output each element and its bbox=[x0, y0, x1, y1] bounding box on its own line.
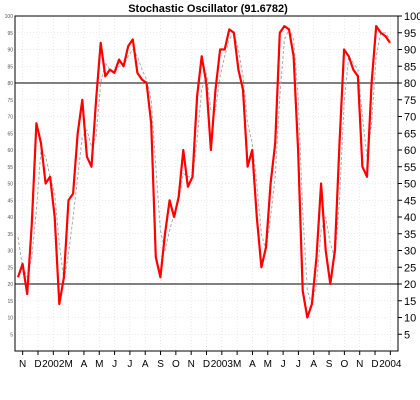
y-tick-label-left: 35 bbox=[7, 232, 13, 238]
y-tick-label: 55 bbox=[404, 162, 416, 174]
y-tick-label-left: 25 bbox=[7, 265, 13, 271]
y-tick-label: 25 bbox=[404, 262, 416, 274]
y-tick-label-left: 90 bbox=[7, 48, 13, 54]
y-tick-label-left: 50 bbox=[7, 182, 13, 188]
y-tick-label: 5 bbox=[404, 329, 410, 341]
y-tick-label: 30 bbox=[404, 246, 416, 258]
y-tick-label: 35 bbox=[404, 229, 416, 241]
y-tick-label: 100 bbox=[404, 11, 420, 23]
y-tick-label-left: 40 bbox=[7, 215, 13, 221]
x-tick-label: S bbox=[157, 359, 164, 370]
x-tick-label: A bbox=[310, 359, 317, 370]
y-tick-label: 75 bbox=[404, 95, 416, 107]
x-tick-label: A bbox=[249, 359, 256, 370]
y-tick-label: 50 bbox=[404, 179, 416, 191]
x-tick-label: M bbox=[264, 359, 272, 370]
y-tick-label: 15 bbox=[404, 296, 416, 308]
y-tick-label-left: 75 bbox=[7, 98, 13, 104]
signal-line-series bbox=[17, 28, 391, 305]
x-tick-label: 2004 bbox=[379, 359, 402, 370]
y-tick-label: 40 bbox=[404, 212, 416, 224]
x-tick-label: 2003 bbox=[211, 359, 234, 370]
y-tick-label: 60 bbox=[404, 145, 416, 157]
y-tick-label-left: 65 bbox=[7, 131, 13, 137]
x-tick-label: N bbox=[188, 359, 195, 370]
y-tick-label: 80 bbox=[404, 78, 416, 90]
y-tick-label-left: 100 bbox=[5, 14, 14, 20]
chart-title: Stochastic Oscillator (91.6782) bbox=[128, 3, 288, 15]
y-tick-label-left: 5 bbox=[10, 332, 13, 338]
x-tick-label: A bbox=[142, 359, 149, 370]
y-tick-label-left: 70 bbox=[7, 115, 13, 121]
x-axis: N D 2002 M A M J J A S O N D 2003 M A M J J A S O N D 2004 bbox=[19, 351, 402, 370]
x-tick-label: A bbox=[81, 359, 88, 370]
x-tick-label: D bbox=[203, 359, 210, 370]
y-tick-label: 45 bbox=[404, 195, 416, 207]
x-tick-label: M bbox=[95, 359, 103, 370]
series-layer bbox=[16, 25, 391, 319]
y-tick-label-left: 30 bbox=[7, 249, 13, 255]
x-tick-label: O bbox=[340, 359, 348, 370]
y-tick-label-left: 80 bbox=[7, 81, 13, 87]
y-axis-left: 5 10 15 20 25 30 35 40 45 50 55 60 65 70 75 80 85 90 95 100 bbox=[5, 14, 14, 338]
y-tick-label-left: 55 bbox=[7, 165, 13, 171]
x-tick-label: J bbox=[281, 359, 286, 370]
y-tick-label-left: 15 bbox=[7, 299, 13, 305]
y-tick-label: 20 bbox=[404, 279, 416, 291]
y-tick-label-left: 45 bbox=[7, 198, 13, 204]
x-tick-label: J bbox=[112, 359, 117, 370]
y-tick-label-left: 60 bbox=[7, 148, 13, 154]
y-tick-label-left: 20 bbox=[7, 282, 13, 288]
x-tick-label: N bbox=[356, 359, 363, 370]
x-tick-label: D bbox=[34, 359, 41, 370]
x-tick-label: M bbox=[64, 359, 72, 370]
x-tick-label: N bbox=[19, 359, 26, 370]
y-tick-label-left: 10 bbox=[7, 316, 13, 322]
x-tick-label: S bbox=[326, 359, 333, 370]
y-tick-label: 95 bbox=[404, 28, 416, 40]
x-tick-label: J bbox=[296, 359, 301, 370]
y-tick-label: 90 bbox=[404, 45, 416, 57]
y-tick-label: 70 bbox=[404, 112, 416, 124]
x-tick-label: M bbox=[233, 359, 241, 370]
y-tick-label: 85 bbox=[404, 61, 416, 73]
x-tick-label: O bbox=[172, 359, 180, 370]
y-tick-label-left: 85 bbox=[7, 64, 13, 70]
y-tick-label-left: 95 bbox=[7, 31, 13, 37]
y-tick-label: 10 bbox=[404, 313, 416, 325]
stochastic-line-series bbox=[16, 25, 391, 319]
x-tick-label: 2002 bbox=[42, 359, 65, 370]
x-tick-label: D bbox=[371, 359, 378, 370]
y-axis-right: 5 10 15 20 25 30 35 40 45 50 55 60 65 70 75 80 85 90 95 100 bbox=[398, 11, 420, 341]
y-tick-label: 65 bbox=[404, 128, 416, 140]
x-tick-label: J bbox=[127, 359, 132, 370]
